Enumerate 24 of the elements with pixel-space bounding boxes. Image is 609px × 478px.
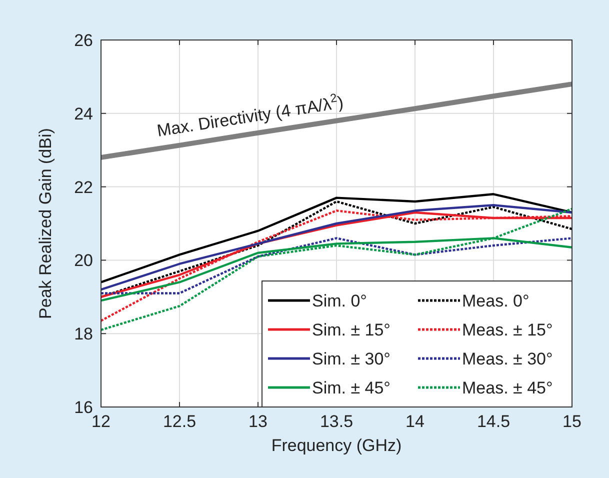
x-tick-label: 13 (248, 412, 268, 431)
x-axis-title: Frequency (GHz) (271, 436, 402, 455)
y-tick-label: 18 (74, 324, 93, 344)
x-tick-label: 12.5 (162, 412, 196, 431)
legend-label: Meas. 0° (462, 292, 530, 310)
y-tick-label: 20 (74, 251, 93, 270)
legend-label: Sim. ± 30° (312, 350, 390, 368)
x-tick-label: 12 (92, 412, 110, 431)
y-tick-label: 16 (74, 398, 93, 417)
y-tick-label: 22 (74, 178, 93, 197)
y-axis-title: Peak Realized Gain (dBi) (36, 128, 55, 319)
legend-label: Meas. ± 30° (462, 350, 553, 368)
legend-label: Sim. 0° (312, 292, 367, 310)
legend-label: Sim. ± 15° (312, 320, 390, 340)
legend-label: Meas. ± 15° (462, 320, 553, 340)
y-tick-label: 24 (74, 104, 93, 124)
legend-label: Meas. ± 45° (462, 378, 553, 398)
legend-label: Sim. ± 45° (312, 378, 390, 398)
x-tick-label: 14 (406, 412, 424, 431)
annotation: Max. Directivity (4 πA/λ$^{2}$) (156, 90, 345, 141)
x-tick-label: 15 (562, 412, 582, 431)
x-tick-label: 14.5 (476, 412, 510, 431)
x-tick-label: 13.5 (320, 412, 354, 431)
y-tick-label: 26 (74, 31, 93, 50)
